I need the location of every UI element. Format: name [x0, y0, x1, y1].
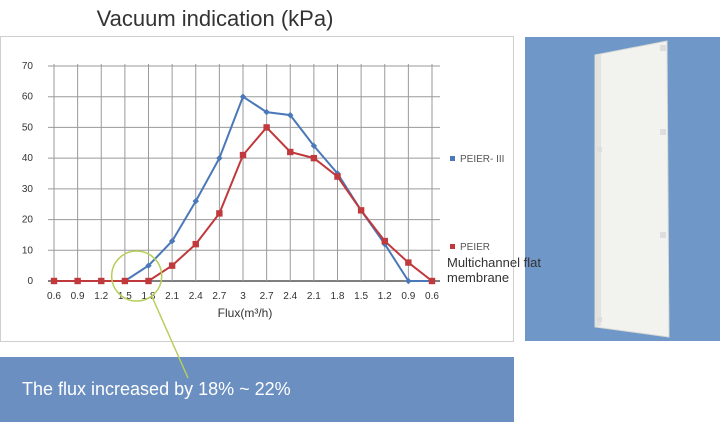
- y-tick-label: 70: [22, 61, 34, 72]
- y-tick-label: 10: [22, 245, 34, 256]
- highlight-annotation: [110, 250, 189, 379]
- x-tick-label: 2.4: [283, 291, 297, 302]
- x-tick-label: 0.6: [425, 291, 439, 302]
- legend-marker: [450, 244, 455, 249]
- legend-label: membrane: [447, 270, 509, 285]
- x-tick-label: 0.9: [401, 291, 415, 302]
- y-tick-label: 60: [22, 92, 34, 103]
- legend-label: PEIER: [460, 242, 490, 253]
- data-point: [239, 151, 247, 159]
- data-point: [168, 262, 176, 269]
- data-point: [216, 210, 223, 217]
- legend-label: PEIER- III: [460, 154, 504, 165]
- data-point: [74, 277, 81, 285]
- data-point: [263, 124, 270, 131]
- series-2: [50, 124, 436, 285]
- x-tick-label: 3: [240, 291, 246, 302]
- banner-text: The flux increased by 18% ~ 22%: [22, 379, 291, 399]
- data-point: [334, 173, 341, 180]
- x-tick-label: 1.8: [331, 291, 345, 302]
- x-tick-label: 1.8: [142, 291, 156, 302]
- chart-title: Vacuum indication (kPa): [96, 6, 334, 31]
- data-point: [357, 207, 365, 214]
- data-point: [287, 111, 294, 119]
- x-tick-label: 2.4: [189, 291, 203, 302]
- y-tick-label: 40: [22, 153, 34, 164]
- x-axis-ticks: 0.6 0.9 1.2 1.5 1.8 2.1 2.4 2.7 3 2.7 2.4 2.1 1.8 1.5…: [47, 291, 439, 302]
- x-tick-label: 1.2: [378, 291, 392, 302]
- data-point: [239, 93, 247, 100]
- data-point: [381, 237, 388, 245]
- x-tick-label: 2.1: [165, 291, 179, 302]
- data-point: [263, 108, 270, 116]
- y-tick-label: 0: [27, 276, 33, 287]
- data-point: [192, 197, 199, 205]
- data-point: [287, 148, 294, 156]
- x-tick-label: 1.5: [354, 291, 368, 302]
- x-tick-label: 2.7: [260, 291, 274, 302]
- highlight-circle: [110, 250, 163, 302]
- data-point: [50, 277, 58, 285]
- data-point: [121, 277, 129, 285]
- membrane-panel-image: [594, 40, 670, 338]
- chart-grid: [48, 64, 440, 282]
- data-point: [145, 277, 152, 285]
- data-point: [405, 277, 412, 285]
- legend-label: Multichannel flat: [447, 255, 541, 270]
- y-tick-label: 50: [22, 122, 34, 133]
- y-tick-label: 20: [22, 215, 34, 226]
- membrane-photo: [525, 37, 720, 341]
- chart-series: [50, 93, 436, 285]
- legend-marker: [450, 156, 455, 161]
- x-tick-label: 0.9: [71, 291, 85, 302]
- flux-increase-banner: The flux increased by 18% ~ 22%: [0, 357, 514, 422]
- annotation-pointer: [151, 295, 189, 379]
- y-tick-label: 30: [22, 184, 34, 195]
- x-tick-label: 1.5: [118, 291, 132, 302]
- x-tick-label: 2.1: [307, 291, 321, 302]
- data-point: [216, 154, 223, 162]
- data-point: [98, 277, 105, 285]
- x-axis-label: Flux(m³/h): [218, 306, 273, 320]
- data-point: [192, 240, 199, 248]
- x-tick-label: 1.2: [94, 291, 108, 302]
- data-point: [405, 259, 412, 266]
- data-point: [168, 237, 176, 245]
- data-point: [428, 277, 436, 285]
- data-point: [145, 262, 152, 269]
- data-point: [310, 142, 318, 150]
- data-point: [310, 154, 318, 162]
- x-tick-label: 2.7: [212, 291, 226, 302]
- y-axis-ticks: 0 10 20 30 40 50 60 70: [22, 61, 34, 287]
- x-tick-label: 0.6: [47, 291, 61, 302]
